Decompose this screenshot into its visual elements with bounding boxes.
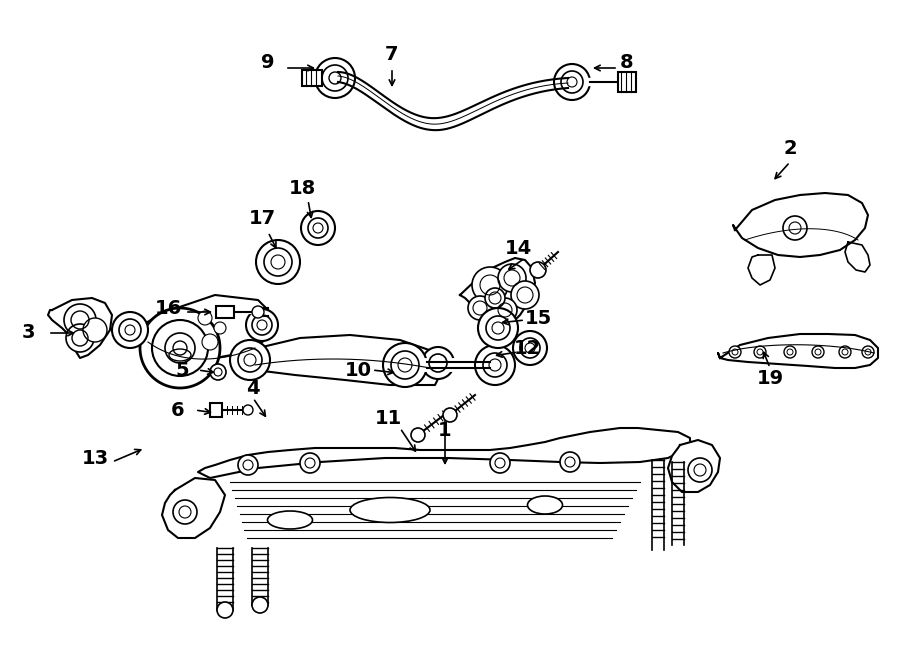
Polygon shape <box>48 298 112 358</box>
Circle shape <box>754 346 766 358</box>
Text: 6: 6 <box>171 401 184 420</box>
Circle shape <box>214 322 226 334</box>
Circle shape <box>513 331 547 365</box>
Circle shape <box>783 216 807 240</box>
Circle shape <box>64 304 96 336</box>
Circle shape <box>301 211 335 245</box>
Text: 11: 11 <box>374 408 401 428</box>
Polygon shape <box>748 255 775 285</box>
Circle shape <box>411 428 425 442</box>
Circle shape <box>511 281 539 309</box>
Polygon shape <box>162 478 225 538</box>
Polygon shape <box>733 193 868 257</box>
Circle shape <box>140 308 220 388</box>
Circle shape <box>300 453 320 473</box>
Ellipse shape <box>527 496 562 514</box>
Polygon shape <box>718 334 878 368</box>
Circle shape <box>202 334 218 350</box>
Text: 3: 3 <box>22 323 35 342</box>
Circle shape <box>256 240 300 284</box>
Circle shape <box>475 345 515 385</box>
Polygon shape <box>122 295 272 360</box>
Circle shape <box>112 312 148 348</box>
Text: 15: 15 <box>525 309 552 327</box>
Circle shape <box>198 311 212 325</box>
Text: 2: 2 <box>783 139 796 157</box>
Circle shape <box>478 308 518 348</box>
Text: 14: 14 <box>504 239 532 258</box>
Circle shape <box>422 347 454 379</box>
Circle shape <box>554 64 590 100</box>
Circle shape <box>812 346 824 358</box>
Circle shape <box>498 264 526 292</box>
Circle shape <box>252 306 264 318</box>
Circle shape <box>243 405 253 415</box>
Circle shape <box>66 324 94 352</box>
Circle shape <box>784 346 796 358</box>
Circle shape <box>315 58 355 98</box>
Circle shape <box>217 602 233 618</box>
Circle shape <box>493 298 517 322</box>
Text: 9: 9 <box>261 52 274 71</box>
Polygon shape <box>240 335 445 385</box>
Circle shape <box>173 500 197 524</box>
Circle shape <box>383 343 427 387</box>
Circle shape <box>230 340 270 380</box>
Circle shape <box>485 288 505 308</box>
Circle shape <box>560 452 580 472</box>
Circle shape <box>530 262 546 278</box>
Circle shape <box>862 346 874 358</box>
Circle shape <box>490 453 510 473</box>
FancyBboxPatch shape <box>216 306 234 318</box>
Text: 12: 12 <box>513 338 541 358</box>
Circle shape <box>238 455 258 475</box>
Polygon shape <box>460 258 535 328</box>
Polygon shape <box>668 440 720 492</box>
Text: 4: 4 <box>247 379 260 397</box>
FancyBboxPatch shape <box>302 70 322 86</box>
FancyBboxPatch shape <box>618 72 636 92</box>
FancyBboxPatch shape <box>210 403 222 417</box>
Text: 13: 13 <box>81 449 109 467</box>
Circle shape <box>729 346 741 358</box>
Text: 16: 16 <box>155 299 182 317</box>
Polygon shape <box>338 72 568 130</box>
Circle shape <box>688 458 712 482</box>
Text: 18: 18 <box>288 178 316 198</box>
Circle shape <box>252 597 268 613</box>
Circle shape <box>210 364 226 380</box>
Text: 5: 5 <box>176 360 189 379</box>
Text: 10: 10 <box>345 360 372 379</box>
Circle shape <box>468 296 492 320</box>
Polygon shape <box>845 242 870 272</box>
Polygon shape <box>198 428 690 478</box>
Text: 1: 1 <box>438 420 452 440</box>
Ellipse shape <box>350 498 430 522</box>
Circle shape <box>443 408 457 422</box>
Circle shape <box>83 318 107 342</box>
Circle shape <box>472 267 508 303</box>
Text: 19: 19 <box>756 368 784 387</box>
Text: 7: 7 <box>385 46 399 65</box>
Text: 17: 17 <box>248 208 275 227</box>
Circle shape <box>246 309 278 341</box>
Ellipse shape <box>267 511 312 529</box>
Circle shape <box>839 346 851 358</box>
Text: 8: 8 <box>620 52 634 71</box>
